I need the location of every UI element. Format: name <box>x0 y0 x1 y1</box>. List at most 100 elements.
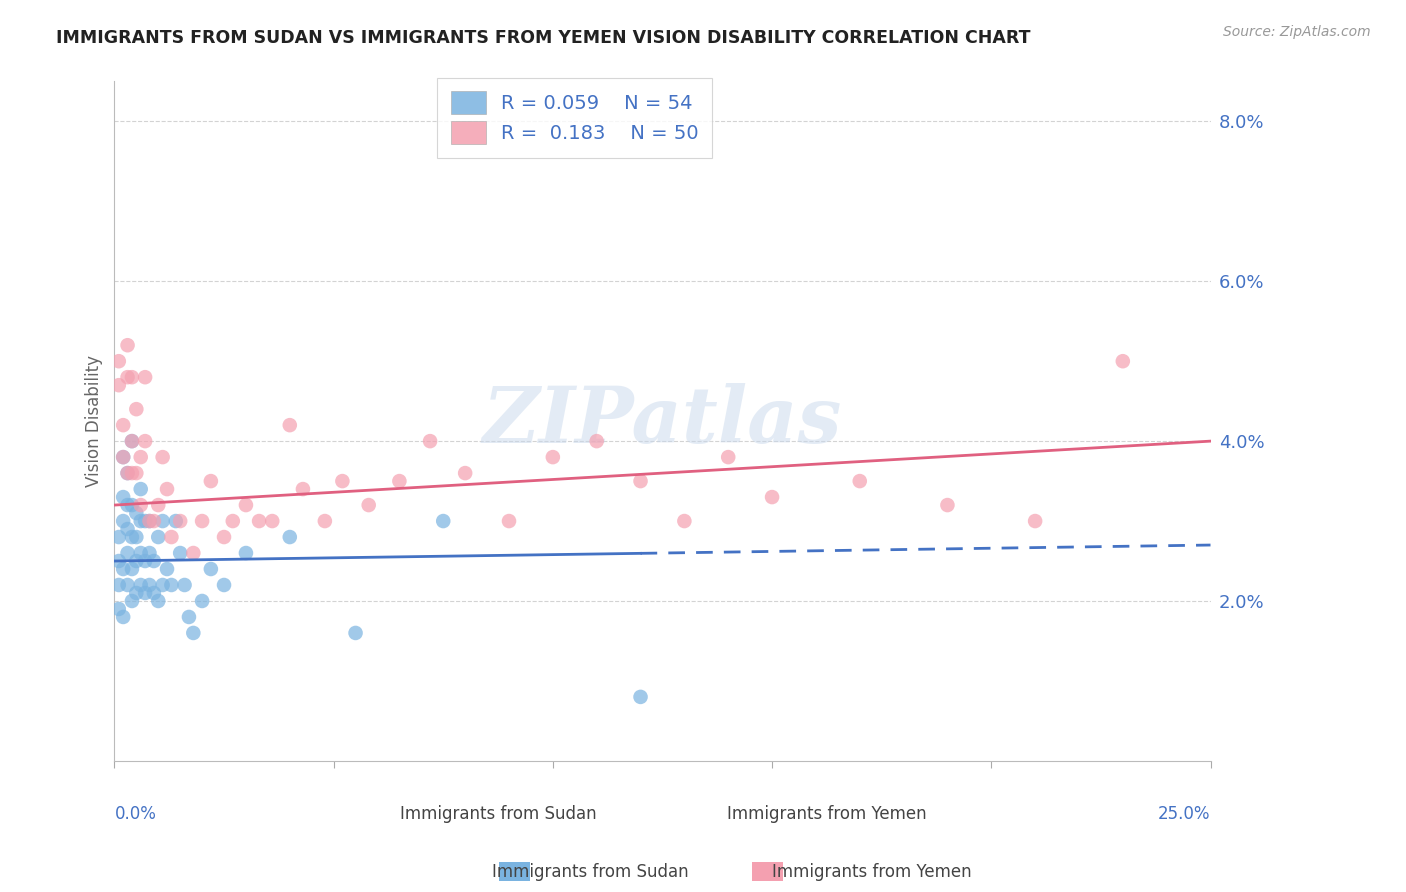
Point <box>107 578 129 592</box>
Point <box>117 370 139 384</box>
Point <box>142 586 165 600</box>
Point <box>129 514 152 528</box>
Point <box>112 450 135 464</box>
Point <box>148 530 170 544</box>
Point <box>235 546 257 560</box>
Point <box>191 514 214 528</box>
Text: 0.0%: 0.0% <box>114 805 156 823</box>
Point <box>117 338 139 352</box>
Point <box>498 514 520 528</box>
Point <box>125 530 148 544</box>
Point <box>121 434 143 449</box>
Point <box>107 530 129 544</box>
Point <box>165 514 187 528</box>
Point <box>152 514 174 528</box>
Point <box>121 434 143 449</box>
Point <box>112 450 135 464</box>
Point <box>138 546 160 560</box>
Point <box>138 514 160 528</box>
Point <box>117 546 139 560</box>
Point <box>125 586 148 600</box>
Point <box>112 610 135 624</box>
Point <box>134 554 156 568</box>
Point <box>112 418 135 433</box>
Point <box>152 450 174 464</box>
Point <box>247 514 270 528</box>
Point <box>357 498 380 512</box>
Point <box>344 626 367 640</box>
Point <box>125 506 148 520</box>
Point <box>278 530 301 544</box>
Text: 25.0%: 25.0% <box>1159 805 1211 823</box>
Point <box>112 490 135 504</box>
Point <box>314 514 336 528</box>
Point <box>454 466 477 480</box>
Point <box>125 402 148 417</box>
Point <box>169 546 191 560</box>
Point <box>183 546 205 560</box>
Point <box>129 546 152 560</box>
Point <box>134 434 156 449</box>
Point <box>212 578 235 592</box>
Point <box>129 482 152 496</box>
Point <box>121 370 143 384</box>
Point <box>291 482 314 496</box>
Point <box>432 514 454 528</box>
Point <box>121 498 143 512</box>
Point <box>332 474 354 488</box>
Point <box>848 474 870 488</box>
Point <box>169 514 191 528</box>
Point <box>129 578 152 592</box>
Point <box>160 530 183 544</box>
Point <box>134 586 156 600</box>
Point <box>142 554 165 568</box>
Text: Immigrants from Sudan: Immigrants from Sudan <box>399 805 596 823</box>
Legend: R = 0.059    N = 54, R =  0.183    N = 50: R = 0.059 N = 54, R = 0.183 N = 50 <box>437 78 713 158</box>
Point <box>630 690 652 704</box>
Point <box>107 602 129 616</box>
Point <box>107 554 129 568</box>
Point <box>541 450 564 464</box>
Point <box>138 578 160 592</box>
Point <box>134 514 156 528</box>
Point <box>235 498 257 512</box>
Text: ZIPatlas: ZIPatlas <box>482 383 842 459</box>
Point <box>183 626 205 640</box>
Point <box>761 490 783 504</box>
Point <box>177 610 200 624</box>
Text: Immigrants from Sudan: Immigrants from Sudan <box>492 863 689 881</box>
Point <box>212 530 235 544</box>
Point <box>173 578 195 592</box>
Point <box>117 466 139 480</box>
Point <box>200 562 222 576</box>
Point <box>673 514 696 528</box>
Point <box>585 434 607 449</box>
Point <box>222 514 245 528</box>
Point <box>125 554 148 568</box>
Point <box>134 370 156 384</box>
Point <box>191 594 214 608</box>
Point <box>1024 514 1046 528</box>
Point <box>160 578 183 592</box>
Text: Immigrants from Yemen: Immigrants from Yemen <box>727 805 927 823</box>
Point <box>419 434 441 449</box>
Point <box>156 482 179 496</box>
Text: Source: ZipAtlas.com: Source: ZipAtlas.com <box>1223 25 1371 39</box>
Point <box>121 466 143 480</box>
Point <box>1112 354 1135 368</box>
Text: Immigrants from Yemen: Immigrants from Yemen <box>772 863 972 881</box>
Point <box>148 594 170 608</box>
Point <box>630 474 652 488</box>
Point <box>117 578 139 592</box>
Point <box>148 498 170 512</box>
Point <box>129 450 152 464</box>
Point <box>117 498 139 512</box>
Point <box>117 466 139 480</box>
Point <box>138 514 160 528</box>
Y-axis label: Vision Disability: Vision Disability <box>86 355 103 487</box>
Point <box>121 594 143 608</box>
Point <box>152 578 174 592</box>
Point <box>142 514 165 528</box>
Point <box>156 562 179 576</box>
Point <box>388 474 411 488</box>
